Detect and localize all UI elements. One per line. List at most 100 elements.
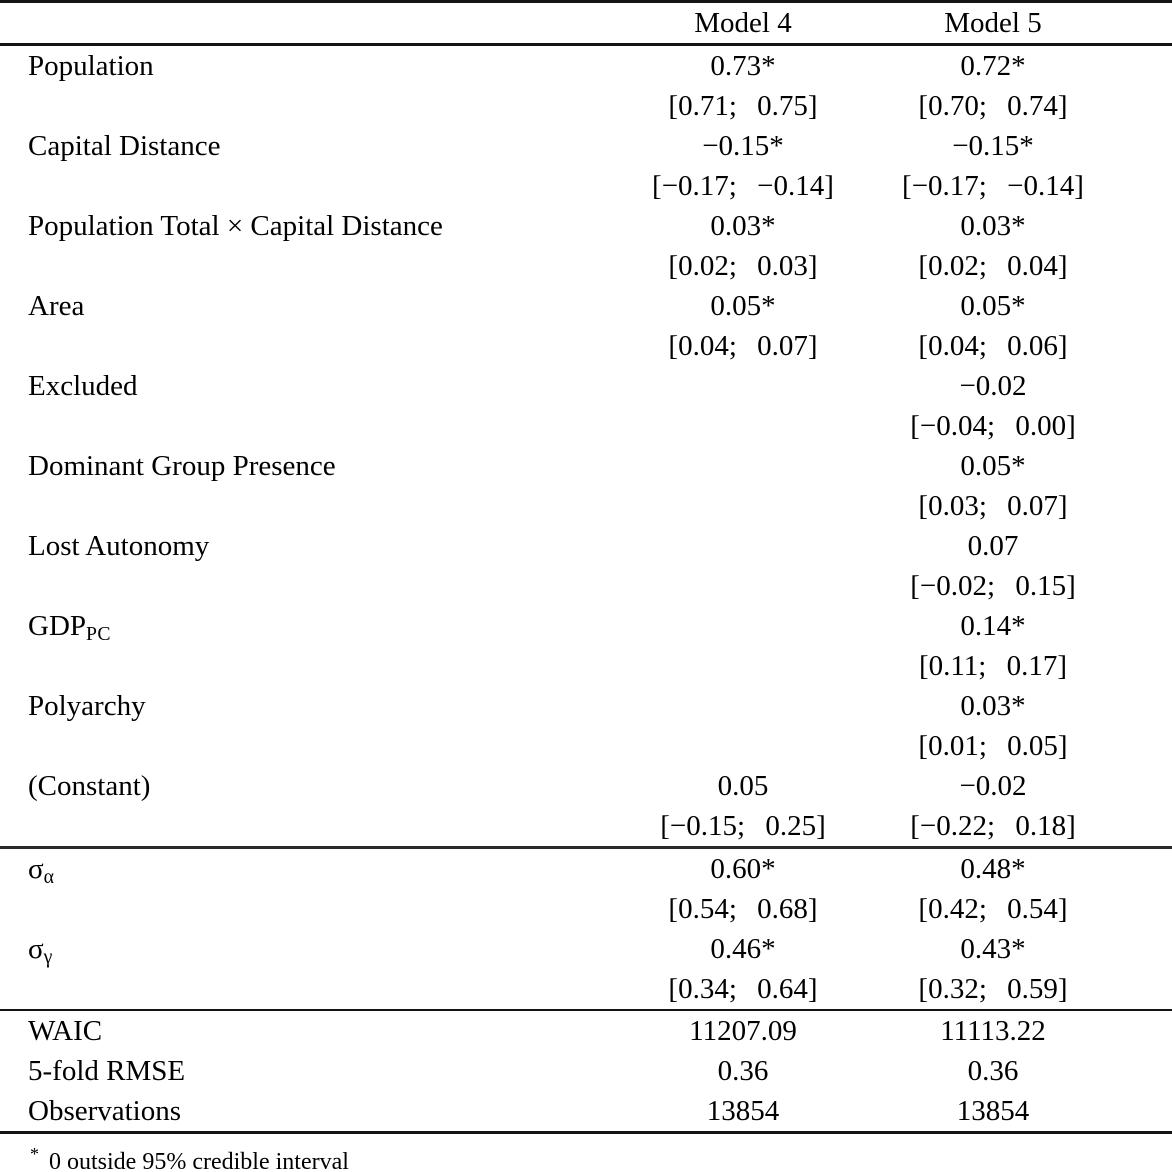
model5-estimate: 0.05* <box>960 290 1026 322</box>
model4-interval: [0.04; 0.07] <box>668 330 818 362</box>
footnote-marker: * <box>30 1144 39 1164</box>
model5-value: 0.36 <box>967 1055 1019 1087</box>
model4-value: 0.36 <box>717 1055 769 1087</box>
fit-statistic-row: WAIC 11207.09 11113.22 <box>0 1010 1172 1051</box>
model4-interval: [0.02; 0.03] <box>668 250 818 282</box>
variance-components-section: σα 0.60* 0.48* [0.54; 0.68] [0.42; 0.54] σγ 0.… <box>0 847 1172 1010</box>
model5-estimate: 0.07 <box>967 530 1019 562</box>
model4-interval <box>618 486 868 526</box>
row-label-text: σ <box>28 853 44 885</box>
fit-statistic-row: 5-fold RMSE 0.36 0.36 <box>0 1051 1172 1091</box>
model4-estimate <box>618 446 868 486</box>
row-label-text: Population Total × Capital Distance <box>28 210 443 242</box>
table-header: Model 4 Model 5 <box>0 2 1172 45</box>
header-model-5: Model 5 <box>944 7 1042 39</box>
header-empty-cell <box>0 2 618 45</box>
row-label-spacer <box>0 166 618 206</box>
model5-estimate: −0.02 <box>959 370 1027 402</box>
model4-estimate <box>618 606 868 646</box>
model5-interval: [0.11; 0.17] <box>918 650 1068 682</box>
model5-interval: [0.70; 0.74] <box>918 90 1068 122</box>
row-label-spacer <box>0 806 618 848</box>
model5-interval: [−0.04; 0.00] <box>910 410 1076 442</box>
estimate-row: Population 0.73* 0.72* <box>0 45 1172 87</box>
row-label: Population <box>0 45 618 87</box>
row-label: Observations <box>0 1091 618 1133</box>
row-label-subscript: α <box>43 865 55 888</box>
header-row: Model 4 Model 5 <box>0 2 1172 45</box>
row-label: σγ <box>0 929 618 969</box>
model5-interval: [0.02; 0.04] <box>918 250 1068 282</box>
row-label-text: σ <box>28 933 44 965</box>
model5-estimate: 0.05* <box>960 450 1026 482</box>
footnote-text: 0 outside 95% credible interval <box>49 1149 349 1172</box>
model5-interval: [−0.17; −0.14] <box>902 170 1084 202</box>
model4-interval: [0.34; 0.64] <box>668 973 818 1005</box>
model4-interval <box>618 566 868 606</box>
row-label-text: WAIC <box>28 1015 103 1047</box>
row-label-text: Polyarchy <box>28 690 146 722</box>
model5-value: 11113.22 <box>940 1015 1046 1047</box>
credible-interval-row: [−0.02; 0.15] <box>0 566 1172 606</box>
row-label-subscript: γ <box>43 945 53 968</box>
row-label-text: GDP <box>28 610 87 642</box>
row-label: Polyarchy <box>0 686 618 726</box>
row-label-spacer <box>0 86 618 126</box>
row-label: Excluded <box>0 366 618 406</box>
model5-value: 13854 <box>956 1095 1030 1127</box>
fit-statistics-section: WAIC 11207.09 11113.22 5-fold RMSE 0.36 0.36 O… <box>0 1010 1172 1133</box>
estimate-row: (Constant) 0.05 −0.02 <box>0 766 1172 806</box>
row-label-spacer <box>0 246 618 286</box>
row-label-text: Observations <box>28 1095 182 1127</box>
row-label: Population Total × Capital Distance <box>0 206 618 246</box>
row-label-spacer <box>0 406 618 446</box>
row-label-text: Lost Autonomy <box>28 530 210 562</box>
row-label-text: (Constant) <box>28 770 151 802</box>
estimate-row: Area 0.05* 0.05* <box>0 286 1172 326</box>
fit-statistic-row: Observations 13854 13854 <box>0 1091 1172 1133</box>
model4-estimate <box>618 366 868 406</box>
credible-interval-row: [0.11; 0.17] <box>0 646 1172 686</box>
credible-interval-row: [0.01; 0.05] <box>0 726 1172 766</box>
credible-interval-row: [0.03; 0.07] <box>0 486 1172 526</box>
model4-interval <box>618 646 868 686</box>
model5-estimate: −0.02 <box>959 770 1027 802</box>
model4-interval: [0.71; 0.75] <box>668 90 818 122</box>
credible-interval-row: [0.54; 0.68] [0.42; 0.54] <box>0 889 1172 929</box>
model5-estimate: 0.43* <box>960 933 1026 965</box>
model4-estimate: 0.46* <box>710 933 776 965</box>
model5-estimate: 0.72* <box>960 50 1026 82</box>
model5-estimate: 0.03* <box>960 210 1026 242</box>
model4-value: 11207.09 <box>689 1015 797 1047</box>
model4-value: 13854 <box>706 1095 780 1127</box>
credible-interval-row: [−0.17; −0.14] [−0.17; −0.14] <box>0 166 1172 206</box>
model4-estimate: 0.05 <box>717 770 769 802</box>
estimate-row: σα 0.60* 0.48* <box>0 848 1172 890</box>
model5-interval: [0.01; 0.05] <box>918 730 1068 762</box>
estimate-row: Dominant Group Presence 0.05* <box>0 446 1172 486</box>
model4-interval <box>618 726 868 766</box>
model4-estimate <box>618 526 868 566</box>
row-label-text: Area <box>28 290 85 322</box>
estimate-row: Excluded −0.02 <box>0 366 1172 406</box>
footnote: * 0 outside 95% credible interval <box>0 1134 1172 1172</box>
model4-estimate: −0.15* <box>702 130 784 162</box>
credible-interval-row: [0.71; 0.75] [0.70; 0.74] <box>0 86 1172 126</box>
row-label: Dominant Group Presence <box>0 446 618 486</box>
row-label-spacer <box>0 969 618 1010</box>
model5-estimate: 0.14* <box>960 610 1026 642</box>
model4-interval <box>618 406 868 446</box>
row-label-spacer <box>0 566 618 606</box>
model4-estimate: 0.60* <box>710 853 776 885</box>
model5-interval: [−0.22; 0.18] <box>910 810 1076 842</box>
credible-interval-row: [−0.15; 0.25] [−0.22; 0.18] <box>0 806 1172 848</box>
model4-estimate <box>618 686 868 726</box>
model4-estimate: 0.03* <box>710 210 776 242</box>
estimate-row: Polyarchy 0.03* <box>0 686 1172 726</box>
credible-interval-row: [0.02; 0.03] [0.02; 0.04] <box>0 246 1172 286</box>
credible-interval-row: [0.34; 0.64] [0.32; 0.59] <box>0 969 1172 1010</box>
row-label-spacer <box>0 726 618 766</box>
row-label: 5-fold RMSE <box>0 1051 618 1091</box>
row-label-text: Dominant Group Presence <box>28 450 336 482</box>
estimate-row: Lost Autonomy 0.07 <box>0 526 1172 566</box>
